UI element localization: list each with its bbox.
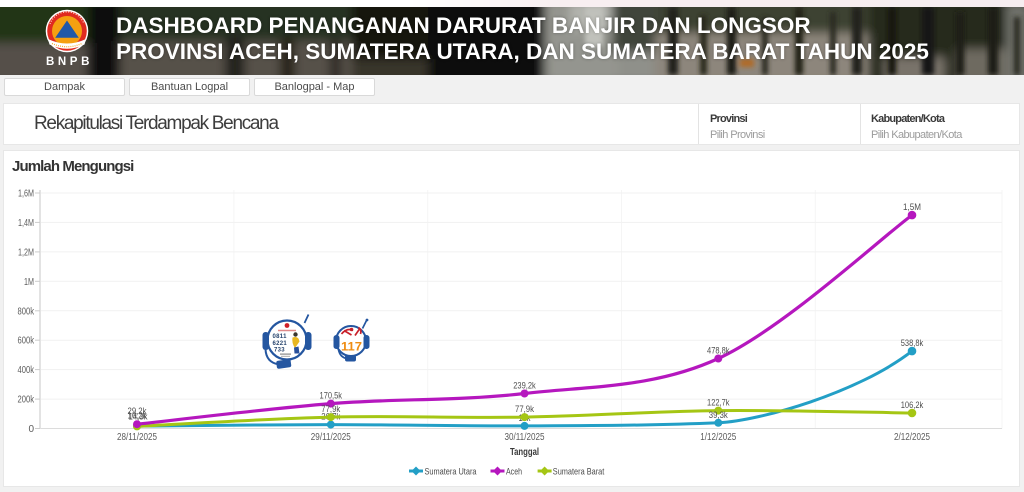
svg-text:117: 117 (341, 340, 362, 354)
svg-text:29/11/2025: 29/11/2025 (311, 432, 351, 443)
svg-text:14,3k: 14,3k (129, 412, 148, 423)
svg-text:538,8k: 538,8k (901, 338, 924, 349)
svg-text:1M: 1M (24, 277, 34, 288)
svg-text:77,9k: 77,9k (321, 404, 340, 415)
svg-text:6221: 6221 (273, 341, 288, 347)
svg-text:Sumatera Barat: Sumatera Barat (553, 467, 605, 478)
svg-text:478,8k: 478,8k (707, 346, 730, 357)
svg-text:1,5M: 1,5M (903, 202, 921, 213)
svg-text:400k: 400k (18, 365, 35, 376)
svg-text:122,7k: 122,7k (707, 398, 730, 409)
svg-text:106,2k: 106,2k (901, 400, 924, 411)
svg-text:77,9k: 77,9k (515, 404, 534, 415)
svg-text:1,6M: 1,6M (18, 189, 34, 200)
svg-text:200k: 200k (18, 395, 35, 406)
svg-text:39,3k: 39,3k (709, 410, 728, 421)
svg-text:2/12/2025: 2/12/2025 (894, 432, 930, 443)
svg-text:Aceh: Aceh (506, 467, 522, 478)
svg-text:29,2k: 29,2k (128, 406, 147, 417)
svg-text:1,4M: 1,4M (18, 218, 34, 229)
svg-text:0811: 0811 (273, 334, 288, 340)
svg-text:28/11/2025: 28/11/2025 (117, 432, 157, 443)
svg-text:1,2M: 1,2M (18, 247, 34, 258)
svg-text:800k: 800k (18, 306, 35, 317)
svg-text:0: 0 (28, 424, 34, 435)
svg-text:30/11/2025: 30/11/2025 (505, 432, 545, 443)
svg-text:16,2k: 16,2k (128, 411, 147, 422)
svg-text:733: 733 (274, 348, 285, 354)
svg-text:239,2k: 239,2k (513, 381, 536, 392)
svg-text:600k: 600k (18, 336, 35, 347)
svg-text:Tanggal: Tanggal (510, 447, 539, 458)
svg-text:1/12/2025: 1/12/2025 (700, 432, 736, 443)
svg-text:Sumatera Utara: Sumatera Utara (425, 467, 478, 478)
svg-text:170,5k: 170,5k (320, 391, 343, 402)
